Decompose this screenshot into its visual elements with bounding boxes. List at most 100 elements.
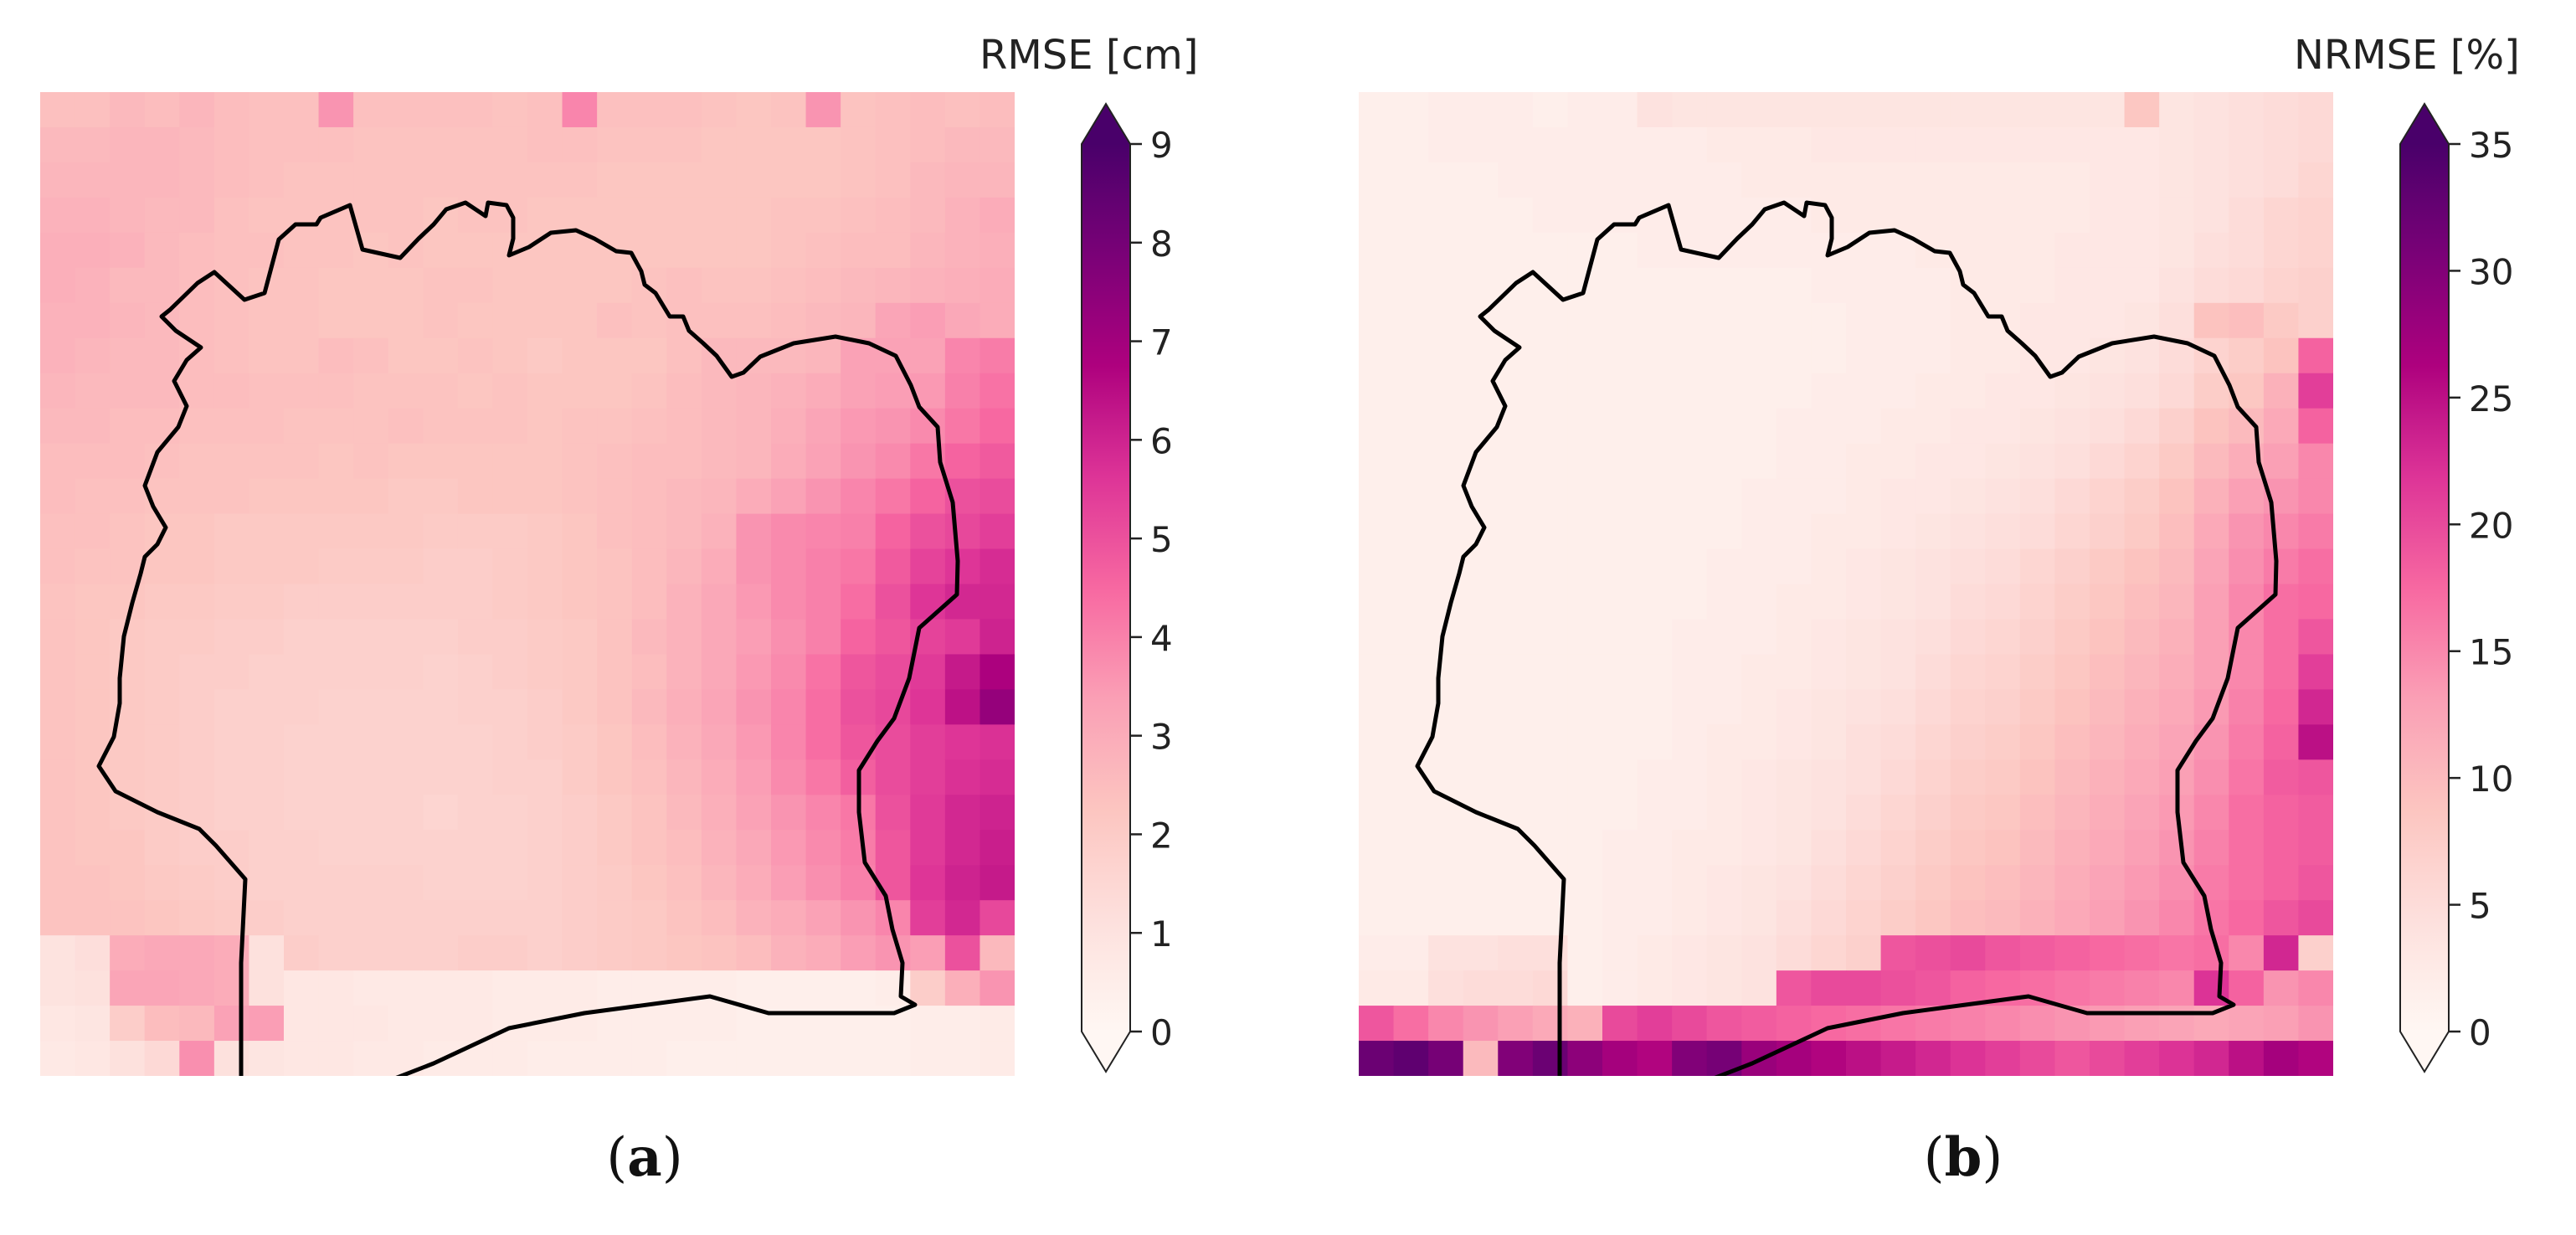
heatmap-cell (2263, 759, 2300, 795)
heatmap-cell (1985, 865, 2021, 901)
heatmap-cell (318, 654, 354, 690)
heatmap-cell (771, 548, 807, 585)
heatmap-cell (1880, 162, 1916, 198)
heatmap-cell (1811, 267, 1847, 304)
heatmap-cell (771, 478, 807, 515)
heatmap-cell (2159, 197, 2195, 234)
heatmap-cell (2019, 478, 2056, 515)
heatmap-cell (597, 443, 633, 480)
heatmap-cell (1567, 337, 1603, 374)
heatmap-cell (805, 1006, 841, 1042)
heatmap-cell (736, 584, 772, 620)
heatmap-cell (1498, 654, 1534, 690)
heatmap-cell (1672, 970, 1708, 1006)
heatmap-cell (388, 935, 424, 971)
heatmap-cell (1985, 619, 2021, 656)
heatmap-cell (666, 126, 702, 163)
heatmap-cell (1706, 1006, 1742, 1042)
heatmap-cell (2263, 513, 2300, 550)
heatmap-cell (1428, 1041, 1464, 1076)
heatmap-cell (40, 478, 76, 515)
heatmap-cell (1359, 619, 1395, 656)
heatmap-cell (2229, 162, 2265, 198)
heatmap-cell (1880, 1041, 1916, 1076)
heatmap-cell (249, 478, 285, 515)
heatmap-cell (2090, 865, 2126, 901)
heatmap-cell (562, 162, 598, 198)
heatmap-cell (2298, 408, 2333, 445)
heatmap-cell (701, 900, 738, 936)
heatmap-cell (457, 513, 494, 550)
heatmap-cell (1846, 759, 1882, 795)
heatmap-cell (841, 619, 877, 656)
heatmap-cell (110, 162, 146, 198)
heatmap-cell (1776, 654, 1812, 690)
heatmap-cell (2298, 865, 2333, 901)
heatmap-cell (249, 865, 285, 901)
heatmap-cell (1359, 830, 1395, 866)
heatmap-cell (944, 830, 981, 866)
heatmap-cell (2019, 443, 2056, 480)
heatmap-cell (1567, 548, 1603, 585)
heatmap-cell (144, 865, 180, 901)
heatmap-cell (875, 830, 911, 866)
heatmap-cell (2263, 900, 2300, 936)
heatmap-cell (75, 654, 111, 690)
heatmap-cell (110, 408, 146, 445)
heatmap-cell (213, 970, 250, 1006)
heatmap-cell (631, 443, 667, 480)
heatmap-cell (2298, 443, 2333, 480)
heatmap-cell (910, 1006, 946, 1042)
heatmap-cell (944, 935, 981, 971)
heatmap-cell (2263, 232, 2300, 269)
heatmap-cell (597, 935, 633, 971)
heatmap-cell (2298, 724, 2333, 760)
heatmap-cell (2263, 865, 2300, 901)
heatmap-cell (666, 1041, 702, 1076)
heatmap-cell (666, 548, 702, 585)
heatmap-cell (1532, 302, 1569, 339)
heatmap-cell (1359, 513, 1395, 550)
heatmap-cell (110, 126, 146, 163)
heatmap-cell (1741, 795, 1777, 831)
heatmap-cell (1985, 197, 2021, 234)
heatmap-cell (40, 619, 76, 656)
heatmap-cell (527, 1041, 563, 1076)
heatmap-cell (353, 830, 389, 866)
heatmap-cell (388, 126, 424, 163)
heatmap-cell (2019, 619, 2056, 656)
heatmap-cell (1567, 724, 1603, 760)
heatmap-cell (423, 654, 459, 690)
heatmap-cell (944, 162, 981, 198)
heatmap-cell (1602, 267, 1638, 304)
heatmap-cell (353, 795, 389, 831)
heatmap-cell (423, 302, 459, 339)
heatmap-cell (1567, 513, 1603, 550)
heatmap-cell (527, 795, 563, 831)
heatmap-cell (1741, 1006, 1777, 1042)
heatmap-cell (2019, 408, 2056, 445)
heatmap-cell (284, 900, 320, 936)
heatmap-cell (875, 935, 911, 971)
heatmap-cell (805, 900, 841, 936)
heatmap-cell (2124, 408, 2160, 445)
heatmap-cell (1880, 548, 1916, 585)
heatmap-cell (353, 900, 389, 936)
heatmap-cell (875, 373, 911, 409)
heatmap-cell (1915, 795, 1951, 831)
heatmap-cell (1393, 548, 1429, 585)
heatmap-cell (701, 759, 738, 795)
heatmap-cell (1637, 970, 1673, 1006)
heatmap-cell (1393, 267, 1429, 304)
heatmap-cell (1498, 513, 1534, 550)
heatmap-cell (1498, 197, 1534, 234)
colorbar-extend-min (2400, 1032, 2449, 1072)
heatmap-cell (2159, 689, 2195, 725)
heatmap-cell (2019, 830, 2056, 866)
heatmap-cell (2124, 900, 2160, 936)
heatmap-cell (1359, 1006, 1395, 1042)
heatmap-cell (701, 935, 738, 971)
heatmap-cell (2298, 1041, 2333, 1076)
heatmap-cell (631, 337, 667, 374)
heatmap-cell (701, 1041, 738, 1076)
